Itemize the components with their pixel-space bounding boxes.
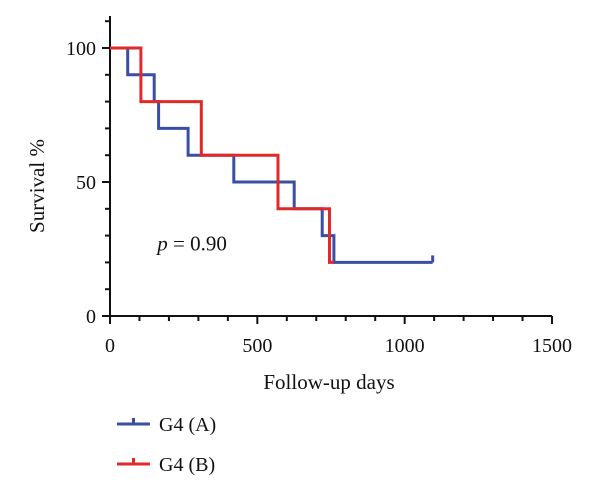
y-tick-label: 100 xyxy=(66,38,96,60)
legend: G4 (A) G4 (B) xyxy=(117,414,216,476)
y-axis-title: Survival % xyxy=(25,139,49,233)
p-value-text: = 0.90 xyxy=(168,232,227,256)
x-tick-label: 1500 xyxy=(532,335,572,357)
y-axis: 0 50 100 xyxy=(66,16,111,328)
x-tick-label: 0 xyxy=(105,335,115,357)
series-line-b xyxy=(110,46,334,264)
series-layer xyxy=(110,46,435,264)
legend-label: G4 (A) xyxy=(159,414,216,436)
y-ticks: 0 50 100 xyxy=(66,20,110,328)
legend-label: G4 (B) xyxy=(159,454,215,476)
p-value-annotation: p = 0.90 xyxy=(155,232,227,256)
y-tick-label: 0 xyxy=(86,306,96,328)
x-tick-label: 500 xyxy=(242,335,272,357)
x-tick-label: 1000 xyxy=(385,335,425,357)
p-symbol: p xyxy=(155,232,168,256)
x-axis: 0 500 1000 1500 xyxy=(105,315,572,357)
y-tick-label: 50 xyxy=(76,172,96,194)
x-axis-title: Follow-up days xyxy=(263,370,394,394)
x-ticks: 0 500 1000 1500 xyxy=(105,316,572,357)
